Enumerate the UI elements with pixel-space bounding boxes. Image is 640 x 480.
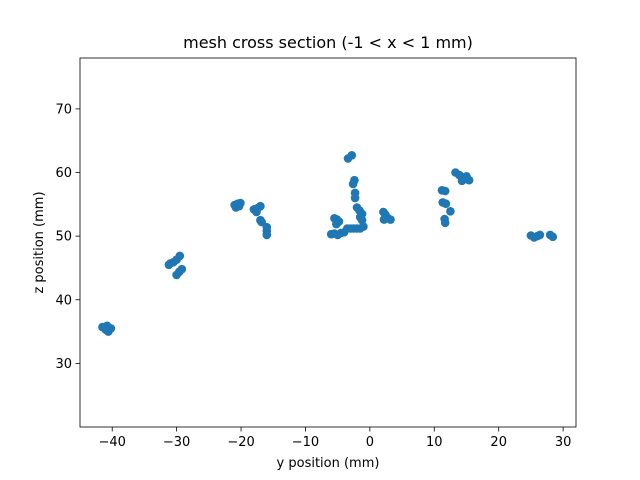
y-axis-ticks: 30 40 50 60 70 — [55, 102, 80, 372]
data-point — [252, 207, 261, 217]
y-tick-label: 60 — [55, 166, 72, 181]
x-tick-label: 30 — [555, 435, 572, 450]
data-point — [102, 321, 112, 331]
chart-title: mesh cross section (-1 < x < 1 mm) — [183, 33, 473, 52]
data-point — [177, 264, 187, 274]
data-point — [234, 201, 244, 211]
data-point — [379, 215, 389, 224]
data-point — [359, 222, 368, 231]
x-tick-label: −40 — [98, 435, 125, 450]
plot-frame — [79, 57, 577, 428]
data-point — [548, 232, 558, 242]
data-point — [175, 251, 185, 261]
x-tick-label: −10 — [292, 435, 319, 450]
x-axis-label: y position (mm) — [277, 456, 380, 471]
data-point — [348, 179, 358, 189]
data-point — [440, 186, 450, 196]
y-axis-label: z position (mm) — [32, 191, 47, 293]
x-axis-ticks: −40 −30 −20 −10 0 10 20 30 — [98, 427, 571, 450]
x-tick-label: 0 — [366, 435, 374, 450]
y-tick-label: 30 — [55, 357, 72, 372]
y-tick-label: 40 — [55, 293, 72, 308]
data-point — [332, 219, 341, 229]
data-point — [446, 207, 455, 216]
data-point — [440, 218, 450, 228]
x-tick-label: 10 — [426, 435, 443, 450]
data-point — [164, 260, 174, 270]
data-point — [350, 193, 360, 203]
y-tick-label: 70 — [55, 102, 72, 117]
y-tick-label: 50 — [55, 230, 72, 245]
data-point — [262, 230, 272, 240]
x-tick-label: −20 — [227, 435, 254, 450]
data-point — [357, 215, 367, 225]
data-point — [347, 151, 357, 160]
x-tick-label: 20 — [490, 435, 507, 450]
data-point — [386, 215, 395, 224]
x-tick-label: −30 — [163, 435, 190, 450]
data-point — [441, 199, 451, 208]
data-point — [462, 172, 471, 181]
data-point — [535, 230, 545, 240]
data-points — [98, 151, 558, 336]
